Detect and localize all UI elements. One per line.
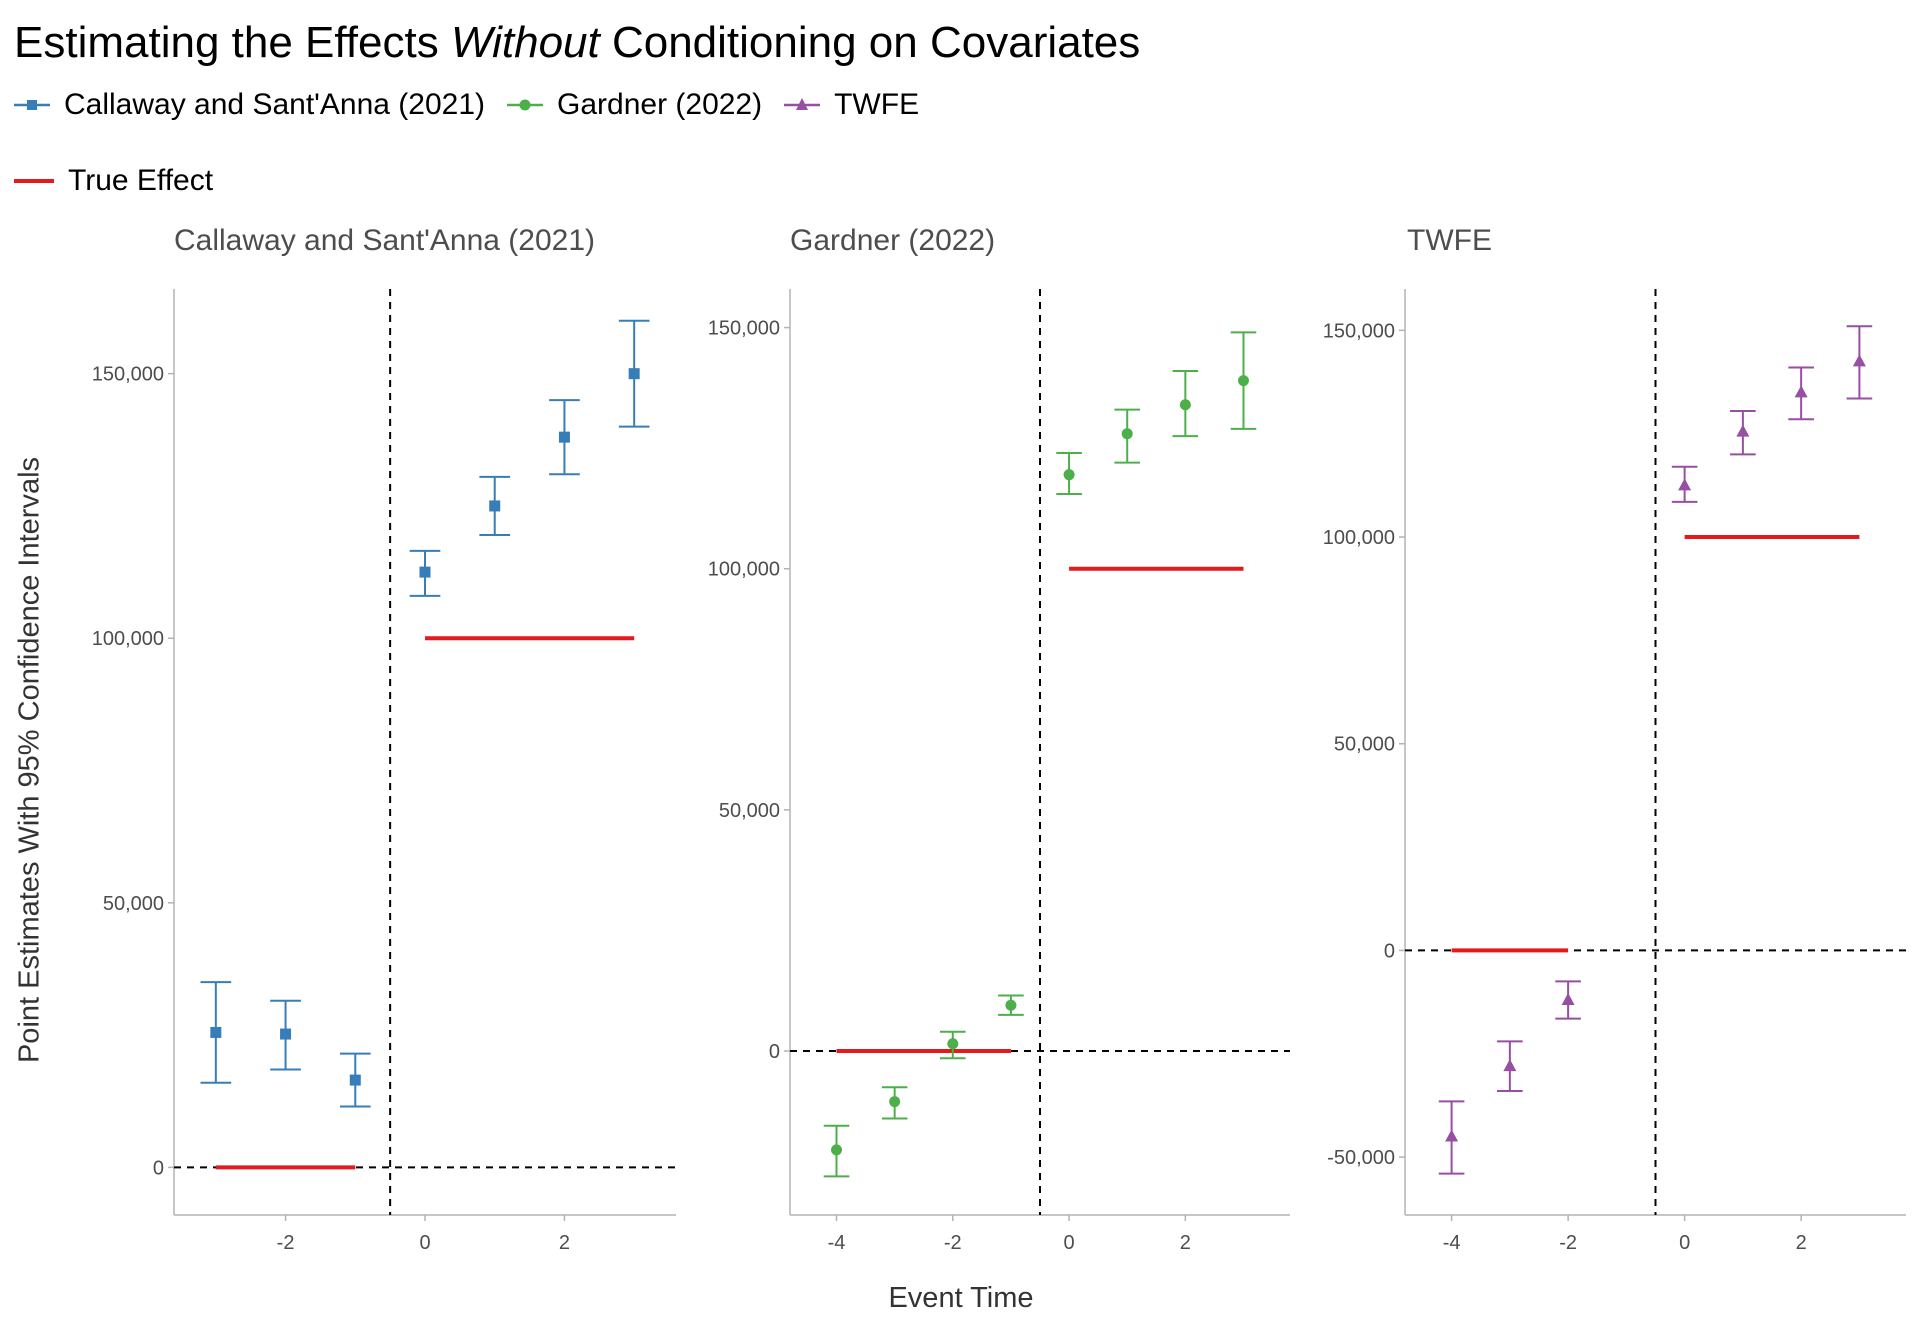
legend-label-gardner: Gardner (2022) <box>557 88 763 121</box>
legend-true-effect: True Effect <box>14 164 235 198</box>
point-estimate <box>419 566 431 578</box>
point-estimate <box>1503 1059 1517 1072</box>
y-tick-label: 50,000 <box>719 800 780 822</box>
point-estimate <box>889 1096 901 1108</box>
y-tick-label: 50,000 <box>1334 734 1395 756</box>
x-tick-label: 0 <box>1064 1232 1075 1254</box>
y-tick-label: 150,000 <box>1323 320 1395 342</box>
legend-item-twfe: TWFE <box>784 88 919 122</box>
x-tick-label: 0 <box>1679 1232 1690 1254</box>
panel-title-gardner: Gardner (2022) <box>790 224 996 257</box>
legend-label-twfe: TWFE <box>834 88 920 121</box>
y-axis-title: Point Estimates With 95% Confidence Inte… <box>13 456 46 1064</box>
panel-twfe: -50,000 0 50,000 100,000 150,000 -4 -2 0 2 <box>1323 289 1906 1254</box>
point-estimate <box>1005 999 1017 1011</box>
point-estimate <box>1121 428 1133 440</box>
panel-gardner: 0 50,000 100,000 150,000 -4 -2 0 2 <box>708 289 1290 1254</box>
point-estimate <box>489 500 501 512</box>
chart-title-emphasis: Without <box>450 18 600 67</box>
y-tick-label: 150,000 <box>92 364 164 386</box>
point-estimate <box>558 431 570 443</box>
point-estimate <box>1794 385 1808 398</box>
square-marker-icon <box>14 100 50 110</box>
point-estimate <box>349 1074 361 1086</box>
x-tick-label: 2 <box>1180 1232 1191 1254</box>
point-estimate <box>831 1144 843 1156</box>
y-tick-label: 100,000 <box>1323 527 1395 549</box>
point-estimate <box>1179 399 1191 411</box>
y-tick-label: 150,000 <box>708 318 780 340</box>
point-estimate <box>1237 375 1249 387</box>
chart-title-part-2: Conditioning on Covariates <box>599 18 1141 67</box>
point-estimate <box>628 368 640 380</box>
point-estimate <box>1445 1129 1459 1142</box>
y-tick-label: 0 <box>153 1157 164 1179</box>
x-tick-label: -4 <box>1443 1232 1461 1254</box>
legend-series: Callaway and Sant'Anna (2021) Gardner (2… <box>14 88 941 122</box>
x-tick-label: -4 <box>828 1232 846 1254</box>
x-tick-label: 2 <box>559 1232 570 1254</box>
x-tick-label: -2 <box>1559 1232 1577 1254</box>
point-estimate <box>1063 469 1075 481</box>
legend-item-callaway: Callaway and Sant'Anna (2021) <box>14 88 485 122</box>
y-tick-label: 50,000 <box>103 893 164 915</box>
x-tick-label: 2 <box>1796 1232 1807 1254</box>
triangle-marker-icon <box>784 98 821 110</box>
point-estimate <box>947 1038 959 1050</box>
point-estimate <box>1561 993 1575 1006</box>
point-estimate <box>280 1028 292 1040</box>
point-estimate <box>1736 424 1750 437</box>
chart-title-part-1: Estimating the Effects <box>14 18 451 67</box>
point-estimate <box>1852 354 1866 367</box>
x-tick-label: -2 <box>944 1232 962 1254</box>
y-tick-label: 100,000 <box>708 559 780 581</box>
y-tick-label: 0 <box>1384 940 1395 962</box>
y-tick-label: 100,000 <box>92 628 164 650</box>
legend-label-callaway: Callaway and Sant'Anna (2021) <box>64 88 485 121</box>
true-effect-line-icon <box>14 179 54 183</box>
y-tick-label: -50,000 <box>1327 1147 1395 1169</box>
legend-item-gardner: Gardner (2022) <box>507 88 762 122</box>
x-axis-title: Event Time <box>888 1282 1034 1314</box>
legend-item-true-effect: True Effect <box>14 164 213 198</box>
point-estimate <box>210 1026 222 1038</box>
legend-label-true-effect: True Effect <box>68 164 214 197</box>
x-tick-label: -2 <box>277 1232 295 1254</box>
circle-marker-icon <box>507 99 543 111</box>
panel-callaway: 0 50,000 100,000 150,000 -2 0 2 <box>92 289 676 1254</box>
chart-title: Estimating the Effects Without Condition… <box>14 18 1140 68</box>
panel-title-callaway: Callaway and Sant'Anna (2021) <box>174 224 595 257</box>
x-tick-label: 0 <box>419 1232 430 1254</box>
panel-title-twfe: TWFE <box>1407 224 1492 257</box>
y-tick-label: 0 <box>769 1041 780 1063</box>
point-estimate <box>1678 478 1692 491</box>
